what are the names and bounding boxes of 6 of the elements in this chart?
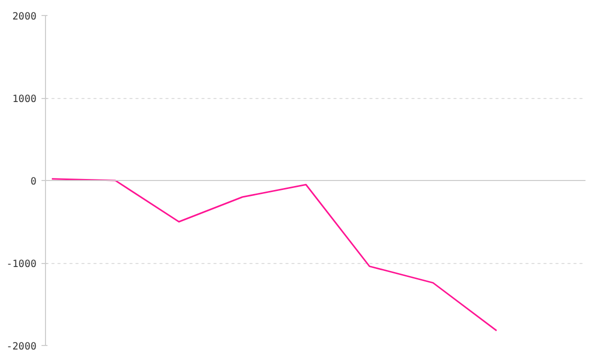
- y-tick-label: 0: [30, 176, 37, 188]
- line-series: [51, 178, 498, 332]
- y-tick-label: -2000: [6, 342, 37, 352]
- y-tick-label: 1000: [12, 94, 37, 105]
- y-tick-label: 2000: [12, 12, 37, 22]
- y-tick-label: -1000: [6, 259, 37, 270]
